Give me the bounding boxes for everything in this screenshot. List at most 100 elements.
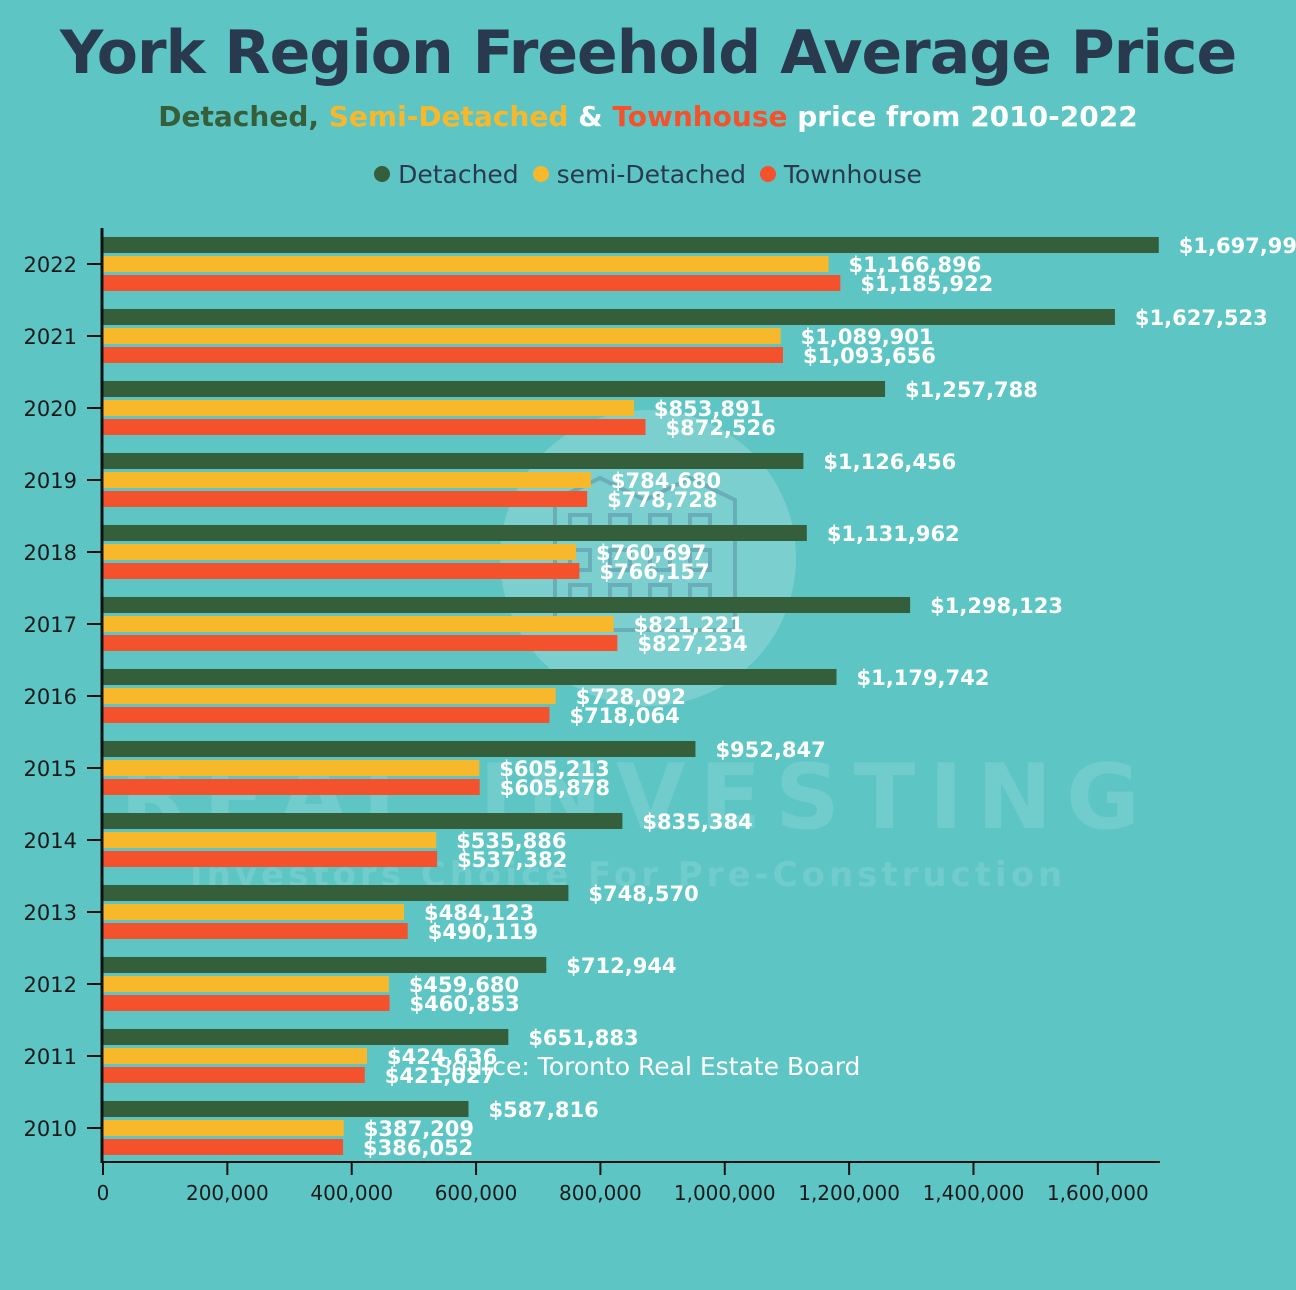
value-label-townhouse-2021: $1,093,656 — [803, 344, 936, 368]
subtitle-rest: price from 2010-2022 — [797, 100, 1138, 133]
bar-semi-detached-2019 — [103, 472, 591, 488]
bar-detached-2021 — [103, 309, 1115, 325]
y-tick-label-2019: 2019 — [24, 469, 77, 493]
subtitle-detached: Detached, — [158, 100, 320, 133]
legend-item-detached: Detached — [374, 160, 519, 189]
x-tick-label-0: 0 — [97, 1181, 110, 1205]
bar-detached-2020 — [103, 381, 886, 397]
value-label-detached-2022: $1,697,995 — [1179, 234, 1296, 258]
value-label-detached-2012: $712,944 — [566, 954, 676, 978]
bar-detached-2015 — [103, 741, 696, 757]
chart-title: York Region Freehold Average Price — [59, 18, 1237, 88]
bar-semi-detached-2022 — [103, 256, 829, 272]
value-label-detached-2020: $1,257,788 — [905, 378, 1038, 402]
x-tick-label-1600000: 1,600,000 — [1047, 1181, 1149, 1205]
subtitle-semi: Semi-Detached — [328, 100, 569, 133]
bar-townhouse-2010 — [103, 1139, 344, 1155]
bar-townhouse-2018 — [103, 563, 580, 579]
value-label-semi-detached-2018: $760,697 — [596, 541, 706, 565]
value-label-semi-detached-2020: $853,891 — [654, 397, 764, 421]
value-label-detached-2021: $1,627,523 — [1135, 306, 1268, 330]
y-tick-label-2013: 2013 — [24, 901, 77, 925]
value-label-townhouse-2010: $386,052 — [363, 1136, 473, 1160]
legend-label-detached: Detached — [398, 160, 519, 189]
value-label-detached-2015: $952,847 — [715, 738, 825, 762]
value-label-detached-2010: $587,816 — [488, 1098, 598, 1122]
value-label-townhouse-2017: $827,234 — [637, 632, 747, 656]
value-label-townhouse-2015: $605,878 — [500, 776, 610, 800]
x-tick-label-1000000: 1,000,000 — [674, 1181, 776, 1205]
value-label-semi-detached-2014: $535,886 — [456, 829, 566, 853]
value-label-semi-detached-2015: $605,213 — [499, 757, 609, 781]
value-label-townhouse-2011: $421,027 — [385, 1064, 495, 1088]
bar-semi-detached-2017 — [103, 616, 614, 632]
townhouse-dot-icon — [759, 166, 776, 182]
x-tick-label-800000: 800,000 — [559, 1181, 642, 1205]
value-label-semi-detached-2017: $821,221 — [634, 613, 744, 637]
value-label-semi-detached-2022: $1,166,896 — [849, 253, 982, 277]
y-tick-label-2018: 2018 — [24, 541, 77, 565]
y-tick-label-2015: 2015 — [24, 757, 77, 781]
x-tick-label-1200000: 1,200,000 — [798, 1181, 900, 1205]
chart-subtitle: Detached, Semi-Detached & Townhouse pric… — [0, 100, 1296, 133]
legend-label-townhouse: Townhouse — [783, 160, 922, 189]
value-label-detached-2014: $835,384 — [642, 810, 752, 834]
legend-item-townhouse: Townhouse — [759, 160, 922, 189]
bar-townhouse-2015 — [103, 779, 480, 795]
legend-label-semi: semi-Detached — [556, 160, 746, 189]
y-tick-label-2014: 2014 — [24, 829, 77, 853]
value-label-semi-detached-2013: $484,123 — [424, 901, 534, 925]
bar-semi-detached-2013 — [103, 904, 405, 920]
value-label-detached-2017: $1,298,123 — [930, 594, 1063, 618]
value-label-semi-detached-2010: $387,209 — [364, 1117, 474, 1141]
y-tick-label-2021: 2021 — [24, 325, 77, 349]
value-label-townhouse-2016: $718,064 — [569, 704, 679, 728]
value-label-semi-detached-2012: $459,680 — [409, 973, 519, 997]
value-label-semi-detached-2019: $784,680 — [611, 469, 721, 493]
value-label-townhouse-2014: $537,382 — [457, 848, 567, 872]
bar-semi-detached-2015 — [103, 760, 480, 776]
value-label-townhouse-2020: $872,526 — [666, 416, 776, 440]
bar-semi-detached-2018 — [103, 544, 576, 560]
y-tick-label-2010: 2010 — [24, 1117, 77, 1141]
legend-item-semi: semi-Detached — [532, 160, 746, 189]
bar-townhouse-2022 — [103, 275, 841, 291]
value-label-detached-2016: $1,179,742 — [857, 666, 990, 690]
bar-townhouse-2012 — [103, 995, 390, 1011]
bar-townhouse-2021 — [103, 347, 783, 363]
bar-semi-detached-2011 — [103, 1048, 368, 1064]
bar-detached-2017 — [103, 597, 911, 613]
subtitle-amp: & — [578, 100, 603, 133]
y-tick-label-2011: 2011 — [24, 1045, 77, 1069]
value-label-townhouse-2012: $460,853 — [410, 992, 520, 1016]
bar-townhouse-2019 — [103, 491, 588, 507]
value-label-townhouse-2019: $778,728 — [607, 488, 717, 512]
chart-source: Source: Toronto Real Estate Board — [435, 1052, 861, 1081]
bar-detached-2013 — [103, 885, 569, 901]
semi-dot-icon — [532, 166, 549, 182]
y-tick-label-2020: 2020 — [24, 397, 77, 421]
bar-detached-2016 — [103, 669, 837, 685]
value-label-townhouse-2013: $490,119 — [428, 920, 538, 944]
bar-detached-2014 — [103, 813, 623, 829]
subtitle-townhouse: Townhouse — [612, 100, 788, 133]
bar-townhouse-2020 — [103, 419, 646, 435]
bar-semi-detached-2016 — [103, 688, 556, 704]
bar-semi-detached-2014 — [103, 832, 437, 848]
bar-semi-detached-2012 — [103, 976, 389, 992]
value-label-detached-2013: $748,570 — [588, 882, 698, 906]
value-label-detached-2019: $1,126,456 — [823, 450, 956, 474]
bar-semi-detached-2010 — [103, 1120, 344, 1136]
y-tick-label-2022: 2022 — [24, 253, 77, 277]
bar-townhouse-2013 — [103, 923, 408, 939]
bar-semi-detached-2021 — [103, 328, 781, 344]
value-label-semi-detached-2021: $1,089,901 — [801, 325, 934, 349]
bar-detached-2019 — [103, 453, 804, 469]
value-label-semi-detached-2011: $424,636 — [387, 1045, 497, 1069]
bar-semi-detached-2020 — [103, 400, 634, 416]
bar-townhouse-2011 — [103, 1067, 365, 1083]
value-label-semi-detached-2016: $728,092 — [576, 685, 686, 709]
value-label-townhouse-2018: $766,157 — [599, 560, 709, 584]
value-label-detached-2018: $1,131,962 — [827, 522, 960, 546]
